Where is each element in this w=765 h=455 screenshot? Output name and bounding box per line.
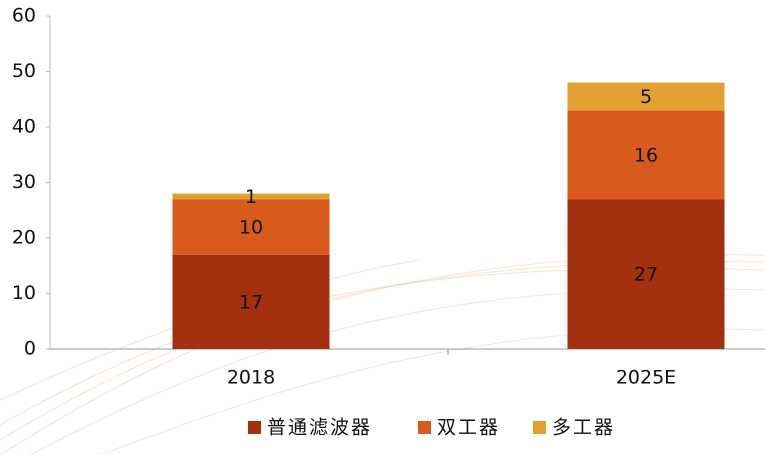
legend-label: 双工器 [437, 417, 500, 439]
bar-segment [172, 254, 330, 349]
y-tick-label: 0 [24, 338, 36, 360]
legend-swatch [533, 421, 546, 434]
data-label: 10 [239, 216, 263, 238]
data-label: 27 [634, 264, 658, 286]
bar-segment [172, 199, 330, 255]
data-label: 17 [239, 291, 263, 313]
legend-swatch [418, 421, 431, 434]
data-label: 16 [634, 144, 658, 166]
y-tick-label: 40 [12, 116, 36, 138]
y-tick-label: 50 [12, 60, 36, 82]
bar-segment [567, 82, 725, 111]
legend-label: 普通滤波器 [267, 417, 372, 439]
bar-segment [172, 193, 330, 200]
x-tick-label: 2018 [227, 367, 275, 389]
y-tick-label: 30 [12, 171, 36, 193]
bar-segment [567, 199, 725, 349]
y-tick-label: 10 [12, 282, 36, 304]
legend-swatch [248, 421, 261, 434]
data-label: 5 [640, 86, 652, 108]
bar-segment [567, 110, 725, 200]
y-tick-label: 20 [12, 227, 36, 249]
data-label: 1 [245, 186, 257, 208]
x-tick-label: 2025E [616, 367, 676, 389]
legend-label: 多工器 [552, 417, 615, 439]
y-tick-label: 60 [12, 5, 36, 27]
